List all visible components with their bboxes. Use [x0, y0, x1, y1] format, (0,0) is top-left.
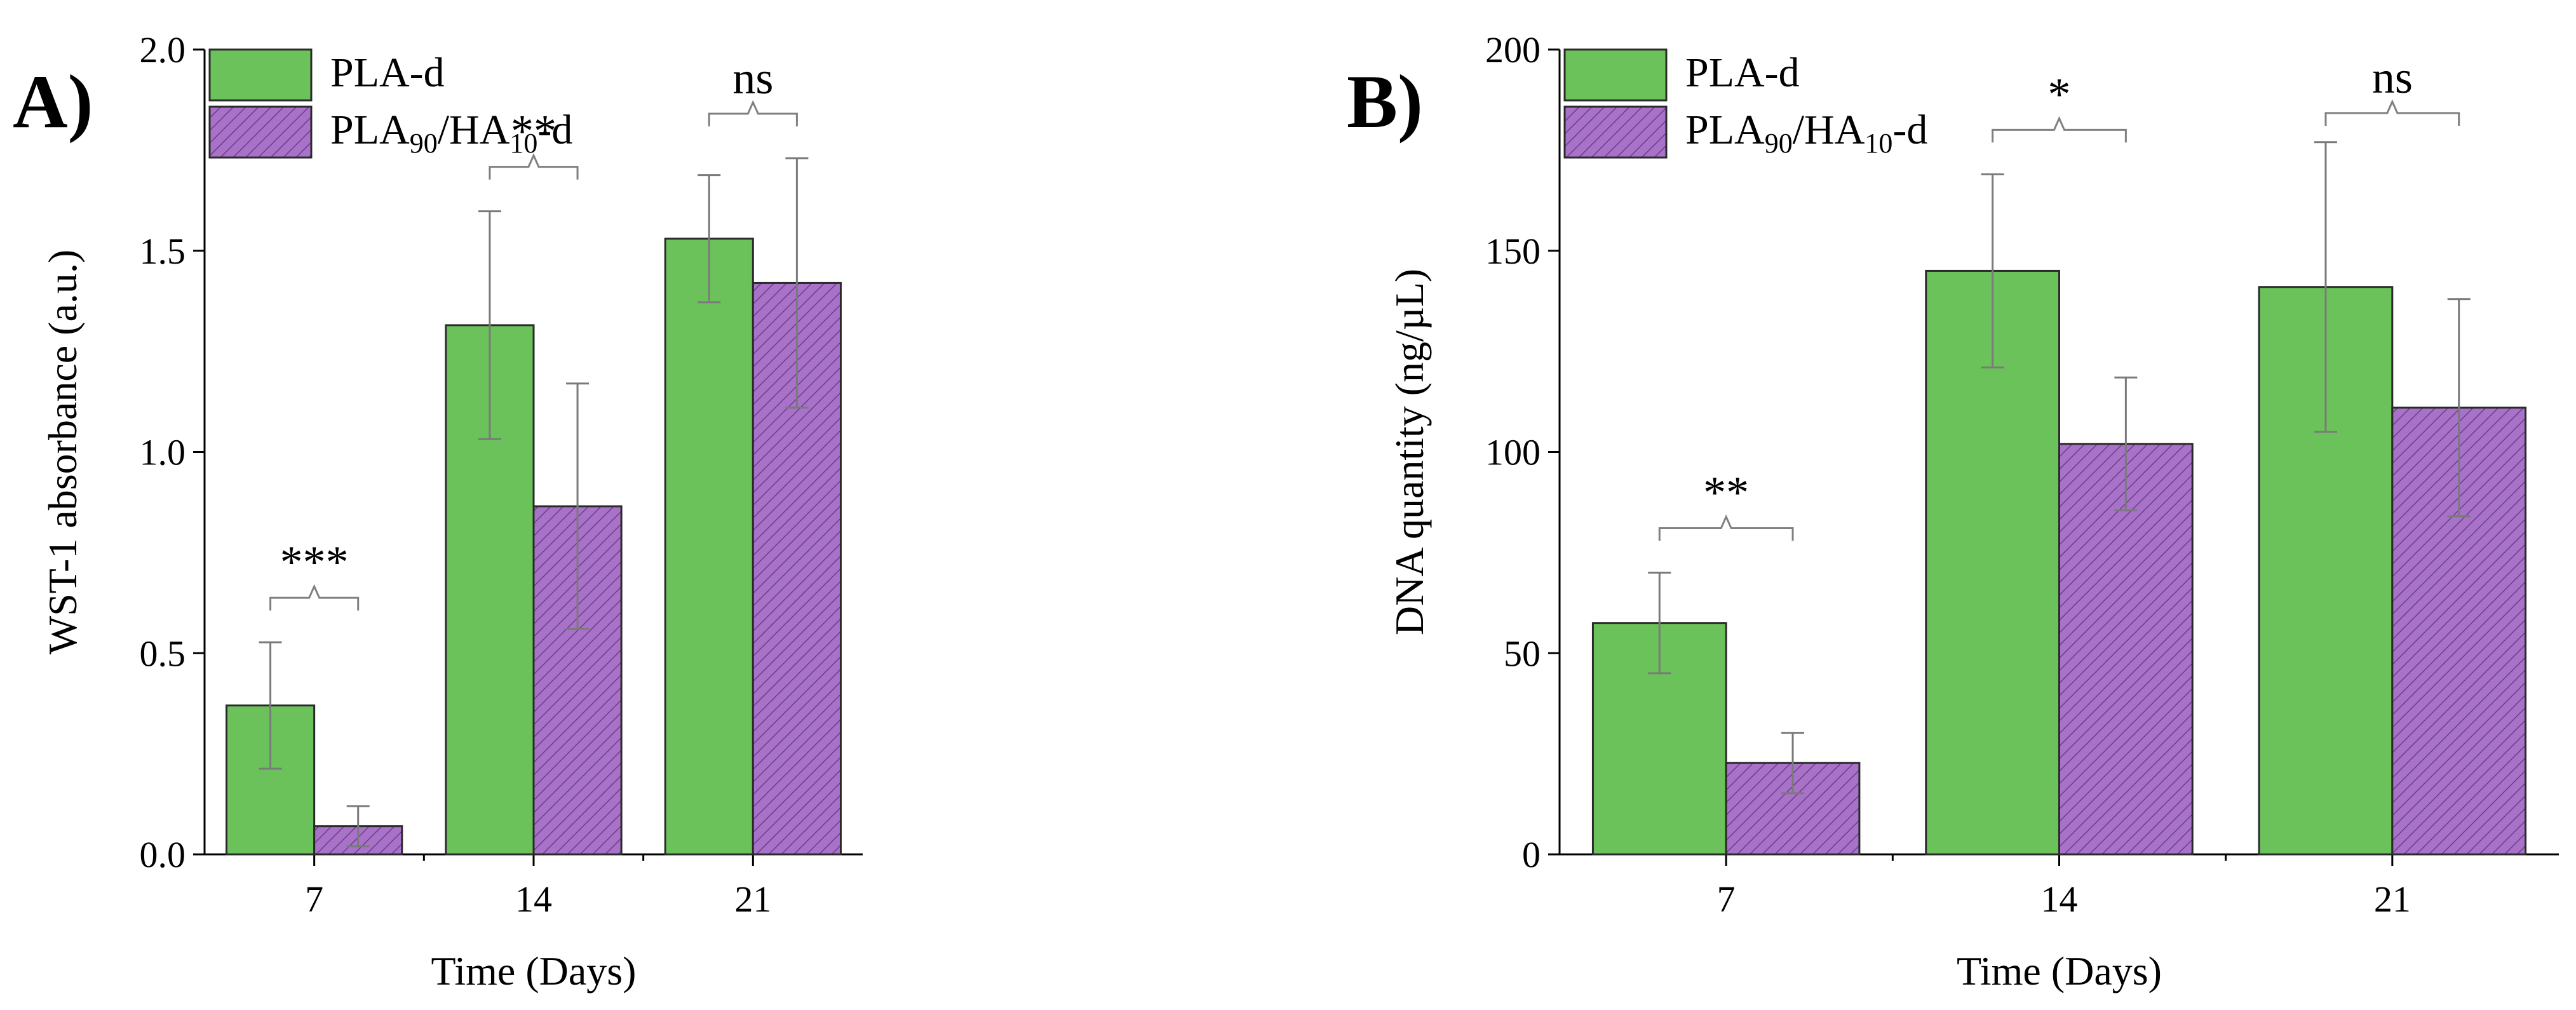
- significance-label: **: [1703, 468, 1749, 518]
- x-tick-label: 14: [515, 879, 552, 920]
- significance-label: ***: [280, 537, 349, 588]
- significance-label: *: [2048, 69, 2071, 119]
- x-tick-label: 21: [734, 879, 771, 920]
- legend-label-pla-d: PLA-d: [330, 50, 445, 96]
- x-tick-label: 7: [1717, 879, 1736, 920]
- y-tick-label: 1.5: [140, 231, 186, 272]
- legend-swatch-pla-d: [1563, 48, 1668, 102]
- significance-bracket: [489, 152, 579, 180]
- legend-swatch-pla90-ha10-d: [208, 105, 313, 159]
- bar-pla-d: [664, 238, 754, 856]
- legend-subscript: 90: [1765, 128, 1793, 159]
- x-axis-title: Time (Days): [1957, 948, 2162, 993]
- significance-bracket: [2324, 99, 2460, 126]
- bar-pla90-ha10-d: [2058, 443, 2194, 856]
- y-tick-label: 0: [1522, 834, 1541, 875]
- x-tick-label: 14: [2041, 879, 2078, 920]
- significance-label: ns: [732, 53, 773, 104]
- y-tick-label: 150: [1485, 231, 1541, 272]
- significance-bracket: [269, 584, 360, 611]
- panel-label: A): [13, 59, 93, 144]
- y-tick-label: 50: [1504, 633, 1541, 674]
- legend-label-part: PLA: [1685, 107, 1765, 153]
- panel-label: B): [1347, 59, 1423, 144]
- y-tick-label: 2.0: [140, 29, 186, 71]
- legend-swatch-pla-d: [208, 48, 313, 102]
- legend-label-pla90-ha10-d: PLA90/HA10-d: [330, 107, 572, 159]
- legend-label-pla90-ha10-d: PLA90/HA10-d: [1685, 107, 1927, 159]
- significance-bracket: [708, 100, 798, 127]
- significance-label: ns: [2372, 52, 2413, 103]
- legend-subscript: 10: [1865, 128, 1892, 159]
- legend-subscript: 90: [410, 128, 438, 159]
- y-tick-label: 0.0: [140, 834, 186, 875]
- y-tick-label: 1.0: [140, 432, 186, 473]
- legend-label-part: /HA: [438, 107, 510, 153]
- legend-subscript: 10: [509, 128, 537, 159]
- y-tick-label: 100: [1485, 432, 1541, 473]
- y-axis-title: DNA quantity (ng/µL): [1387, 269, 1432, 635]
- significance-bracket: [1658, 514, 1794, 541]
- x-axis-title: Time (Days): [431, 948, 637, 993]
- significance-label: **: [511, 106, 556, 157]
- y-axis-title: WST-1 absorbance (a.u.): [40, 250, 85, 654]
- legend-label-part: /HA: [1793, 107, 1865, 153]
- y-tick-label: 200: [1485, 29, 1541, 71]
- legend-swatch-pla90-ha10-d: [1563, 105, 1668, 159]
- legend-label-part: -d: [537, 107, 572, 153]
- y-tick-label: 0.5: [140, 633, 186, 674]
- legend-label-pla-d: PLA-d: [1685, 50, 1800, 96]
- x-tick-label: 21: [2374, 879, 2411, 920]
- legend-label-part: -d: [1892, 107, 1927, 153]
- significance-bracket: [1992, 116, 2127, 143]
- legend-label-part: PLA: [330, 107, 410, 153]
- x-tick-label: 7: [305, 879, 323, 920]
